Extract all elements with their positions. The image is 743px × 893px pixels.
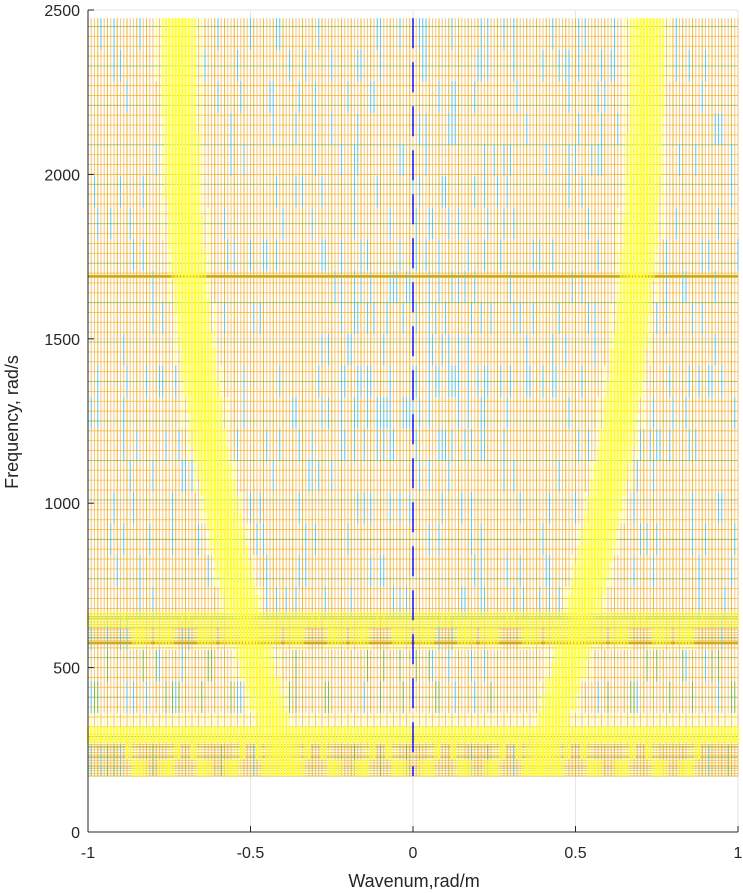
mesh-layer [86, 18, 740, 777]
